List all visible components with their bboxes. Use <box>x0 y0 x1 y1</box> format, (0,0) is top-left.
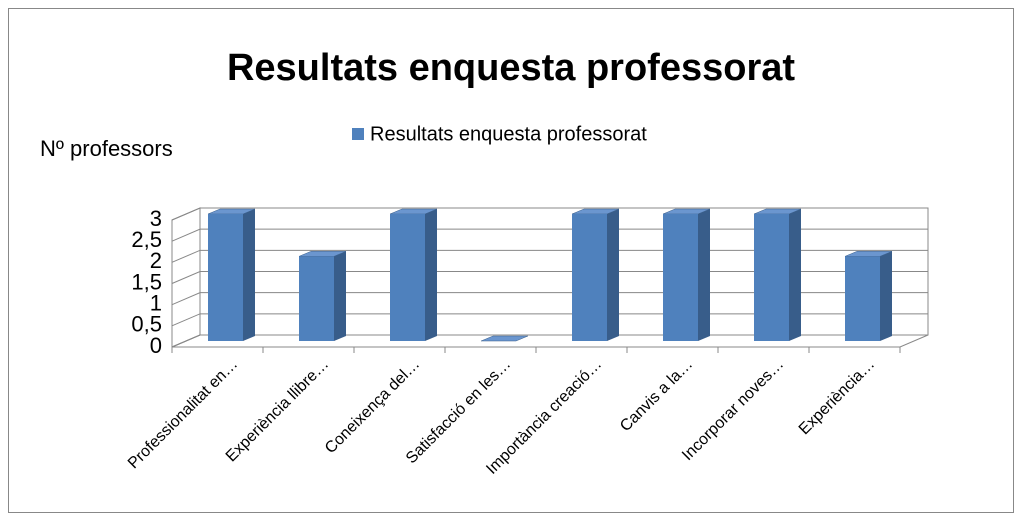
bar <box>480 335 529 342</box>
bar-side <box>698 209 710 341</box>
bar-side <box>334 251 346 341</box>
chart-title: Resultats enquesta professorat <box>227 47 795 89</box>
bar-side <box>880 251 892 341</box>
bar-front <box>663 214 698 341</box>
bar <box>389 208 438 341</box>
bar <box>844 251 893 341</box>
grid-line <box>171 207 928 221</box>
y-tick-label: 2,5 <box>131 227 162 252</box>
y-tick-label: 0,5 <box>131 312 162 337</box>
bar-front <box>754 214 789 341</box>
legend-swatch <box>352 128 364 140</box>
bar <box>571 208 620 341</box>
bar-side <box>425 209 437 341</box>
y-tick-label: 2 <box>150 248 162 273</box>
y-axis-label: Nº professors <box>40 136 173 161</box>
bar <box>298 251 347 341</box>
bar-side <box>789 209 801 341</box>
bar-top <box>480 335 529 342</box>
bar-front <box>845 256 880 341</box>
bar <box>662 208 711 341</box>
bar <box>753 208 802 341</box>
bar-front <box>390 214 425 341</box>
y-tick-label: 0 <box>150 333 162 358</box>
bar <box>207 208 256 341</box>
bar-front <box>572 214 607 341</box>
bar-front <box>299 256 334 341</box>
y-tick-label: 1,5 <box>131 269 162 294</box>
bar-front <box>208 214 243 341</box>
bar-side <box>243 209 255 341</box>
y-tick-label: 3 <box>150 206 162 231</box>
bar-side <box>607 209 619 341</box>
y-tick-label: 1 <box>150 290 162 315</box>
legend-label: Resultats enquesta professorat <box>370 123 647 145</box>
